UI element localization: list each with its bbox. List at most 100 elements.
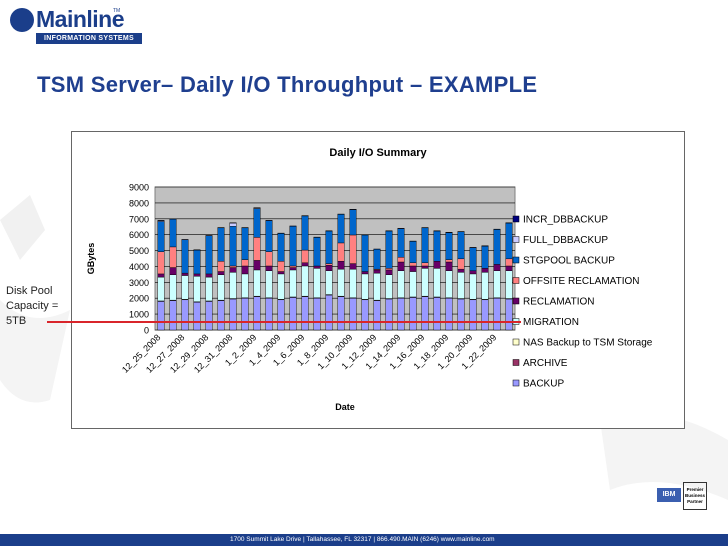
bar-segment [157, 301, 165, 331]
bar-segment [469, 299, 477, 331]
bar-segment [457, 298, 465, 331]
bar-segment [349, 268, 357, 298]
legend-swatch [512, 277, 520, 284]
bar-segment [217, 271, 225, 275]
y-tick-label: 8000 [129, 198, 149, 208]
bar-segment [325, 263, 333, 266]
logo-name: Mainline [36, 6, 125, 32]
bar-segment [457, 272, 465, 299]
legend-label: FULL_DBBACKUP [523, 235, 608, 246]
bar-segment [325, 264, 333, 271]
bar-segment [349, 234, 357, 264]
y-tick-label: 4000 [129, 262, 149, 272]
bar-segment [433, 230, 441, 262]
y-tick-label: 7000 [129, 214, 149, 224]
bar-segment [313, 268, 321, 298]
bar-segment [481, 245, 489, 269]
legend-label: ARCHIVE [523, 358, 568, 369]
legend-label: NAS Backup to TSM Storage [523, 338, 653, 349]
ibm-partner-box: Premier Business Partner [683, 482, 707, 510]
legend-label: RECLAMATION [523, 297, 595, 308]
bar-segment [277, 273, 285, 300]
bar-segment [505, 298, 513, 331]
bar-segment [181, 272, 189, 276]
bar-segment [397, 298, 405, 331]
bar-segment [469, 247, 477, 271]
bar-segment [205, 235, 213, 275]
bar-segment [205, 273, 213, 278]
bar-segment [253, 296, 261, 331]
bar-segment [325, 270, 333, 295]
legend-swatch [512, 379, 520, 387]
bar-segment [337, 296, 345, 331]
bar-segment [493, 264, 501, 271]
bar-segment [361, 273, 369, 300]
stacked-bar-chart: Daily I/O Summary 0 1000 2000 3000 4000 5000 60… [86, 147, 653, 412]
bar-segment [493, 298, 501, 331]
bar-segment [289, 226, 297, 267]
y-axis-label: GBytes [86, 243, 96, 275]
bar-segment [277, 261, 285, 272]
legend-swatch [512, 338, 520, 346]
bar-segment [265, 251, 273, 267]
bar-segment [241, 265, 249, 275]
bar-segment [181, 275, 189, 300]
legend-label: STGPOOL BACKUP [523, 256, 615, 267]
bar-segment [157, 251, 165, 275]
bar-segment [385, 298, 393, 331]
bar-segment [217, 227, 225, 262]
bar-segment [265, 298, 273, 331]
logo-subtitle: INFORMATION SYSTEMS [36, 33, 142, 44]
bar-segment [493, 229, 501, 265]
bar-segment [385, 274, 393, 299]
bar-segment [253, 237, 261, 261]
bar-segment [301, 262, 309, 267]
footer-text: 1700 Summit Lake Drive | Tallahassee, FL… [230, 536, 495, 543]
bar-segment [337, 261, 345, 270]
bar-segment [481, 268, 489, 273]
bar-segment [253, 260, 261, 271]
bar-segment [361, 234, 369, 272]
slide-title: TSM Server– Daily I/O Throughput – EXAMP… [37, 72, 538, 97]
legend-swatch [512, 297, 520, 305]
bar-segment [205, 301, 213, 331]
bar-segment [313, 265, 321, 269]
bar-segment [409, 297, 417, 331]
bar-segment [361, 299, 369, 331]
bar-segment [409, 265, 417, 272]
bar-segment [229, 265, 237, 268]
bar-segment [301, 249, 309, 263]
bar-segment [157, 221, 165, 252]
bar-segment [373, 272, 381, 301]
y-tick-label: 1000 [129, 310, 149, 320]
mainline-logo-icon [10, 8, 34, 32]
bar-segment [433, 297, 441, 331]
bar-segment [397, 270, 405, 298]
bar-segment [289, 265, 297, 268]
bar-segment [169, 246, 177, 268]
bar-segment [445, 270, 453, 298]
bar-segment [385, 230, 393, 269]
bar-segment [313, 298, 321, 331]
bar-segment [433, 268, 441, 298]
bar-segment [505, 265, 513, 271]
bar-segment [157, 276, 165, 302]
bar-segment [325, 294, 333, 331]
bar-segment [445, 261, 453, 271]
bar-segment [289, 267, 297, 271]
capacity-line [47, 321, 521, 324]
y-tick-label: 5000 [129, 246, 149, 256]
bar-segment [193, 273, 201, 277]
legend-swatch [512, 236, 520, 243]
bar-segment [409, 262, 417, 267]
legend-label: INCR_DBBACKUP [523, 215, 608, 226]
bar-segment [217, 300, 225, 331]
bar-segment [169, 300, 177, 331]
logo-tm: TM [113, 8, 121, 14]
bar-segment [481, 299, 489, 331]
bar-segment [229, 298, 237, 331]
bar-segment [421, 296, 429, 331]
annotation-line2: Capacity = [6, 300, 59, 312]
y-tick-label: 9000 [129, 183, 149, 193]
chart-title: Daily I/O Summary [329, 147, 427, 159]
